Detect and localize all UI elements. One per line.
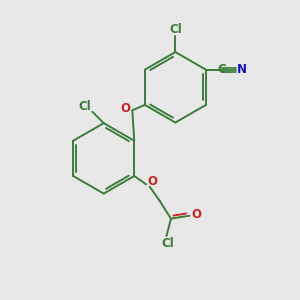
Text: C: C [217, 63, 226, 76]
Text: O: O [191, 208, 201, 221]
Text: O: O [121, 102, 131, 115]
Text: Cl: Cl [78, 100, 91, 113]
Text: N: N [237, 63, 247, 76]
Text: Cl: Cl [161, 237, 174, 250]
Text: Cl: Cl [169, 22, 182, 36]
Text: O: O [147, 176, 157, 188]
